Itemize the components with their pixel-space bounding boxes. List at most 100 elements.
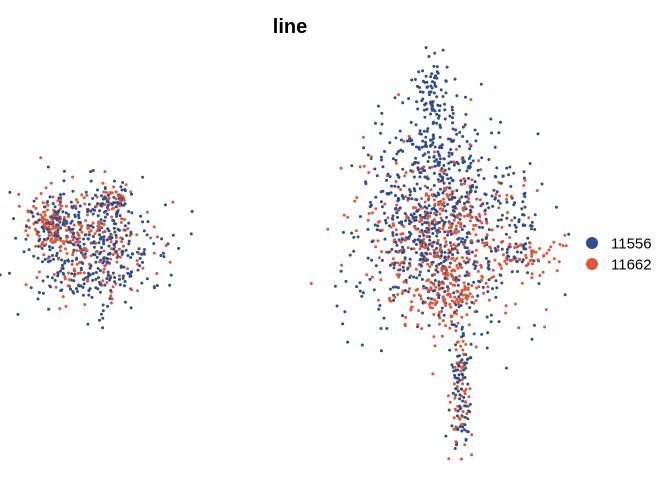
scatter-point-series-2 [393,295,397,299]
scatter-point-series-1 [473,180,477,184]
scatter-point-series-1 [37,239,41,243]
scatter-point-series-1 [423,152,427,156]
scatter-point-series-1 [78,228,82,232]
scatter-point-series-1 [418,234,422,238]
scatter-point-series-1 [88,287,92,291]
scatter-point-series-2 [52,214,56,218]
scatter-point-series-1 [394,158,398,162]
scatter-point-series-2 [424,193,428,197]
scatter-point-series-2 [367,171,371,175]
scatter-point-series-1 [487,278,491,282]
scatter-point-series-2 [110,297,114,301]
scatter-point-series-2 [72,223,76,227]
scatter-point-series-1 [454,387,458,391]
scatter-point-series-1 [366,227,370,231]
scatter-point-series-1 [400,220,403,224]
scatter-point-series-2 [430,165,434,169]
scatter-point-series-1 [36,212,40,216]
scatter-point-series-1 [60,258,64,262]
scatter-point-series-1 [412,162,416,166]
scatter-point-series-1 [442,157,446,161]
scatter-point-series-2 [459,344,463,348]
scatter-point-series-2 [102,190,106,194]
scatter-point-series-1 [420,277,424,281]
scatter-point-series-1 [123,224,127,228]
scatter-point-series-2 [126,227,130,231]
scatter-point-series-1 [398,206,402,210]
scatter-point-series-1 [96,214,100,218]
scatter-point-series-2 [478,215,482,219]
scatter-point-series-1 [142,252,146,256]
scatter-point-series-1 [53,278,57,282]
scatter-point-series-1 [499,218,503,222]
scatter-point-series-2 [440,266,444,270]
scatter-point-series-2 [83,202,87,206]
scatter-point-series-1 [473,128,477,132]
scatter-point-series-1 [370,258,374,262]
scatter-point-series-1 [435,121,438,125]
scatter-point-series-1 [456,283,460,287]
scatter-point-series-1 [407,290,410,294]
scatter-point-series-1 [464,95,467,99]
scatter-point-series-1 [449,232,453,236]
scatter-point-series-1 [98,290,102,294]
scatter-point-series-2 [362,164,366,168]
scatter-point-series-1 [458,200,462,204]
scatter-point-series-2 [460,183,464,186]
scatter-point-series-2 [168,260,172,264]
scatter-point-series-1 [457,144,461,148]
scatter-point-series-1 [484,256,488,260]
scatter-point-series-2 [432,248,436,252]
scatter-point-series-2 [34,196,38,200]
scatter-point-series-1 [424,46,428,50]
scatter-point-series-1 [419,132,423,136]
scatter-point-series-1 [422,233,426,237]
scatter-point-series-2 [374,207,378,211]
scatter-point-series-2 [40,242,44,246]
scatter-point-series-1 [381,165,385,169]
scatter-point-series-1 [59,193,62,197]
scatter-point-series-1 [421,69,425,73]
scatter-point-series-1 [120,249,124,253]
scatter-point-series-1 [82,237,85,241]
scatter-point-series-2 [440,269,444,272]
scatter-point-series-2 [474,248,478,252]
scatter-point-series-2 [130,288,134,292]
scatter-point-series-1 [463,428,466,432]
scatter-point-series-1 [32,254,36,258]
scatter-point-series-2 [455,297,459,301]
scatter-point-series-1 [449,176,453,180]
scatter-point-series-1 [489,313,493,317]
scatter-point-series-2 [471,227,475,231]
scatter-point-series-2 [470,178,474,182]
scatter-point-series-1 [102,238,106,242]
scatter-point-series-2 [39,192,43,195]
scatter-point-series-2 [458,417,462,421]
scatter-point-series-2 [136,262,140,266]
scatter-point-series-2 [443,186,446,190]
scatter-point-series-1 [427,324,431,327]
scatter-point-series-1 [36,297,40,301]
scatter-point-series-2 [46,208,49,212]
scatter-point-series-2 [487,298,491,302]
scatter-point-series-1 [402,250,406,254]
scatter-point-series-1 [529,224,532,228]
scatter-point-series-1 [486,290,490,294]
scatter-point-series-1 [521,258,525,262]
scatter-point-series-1 [458,393,462,397]
scatter-point-series-2 [59,239,63,242]
scatter-point-series-1 [119,185,123,189]
scatter-point-series-1 [448,198,451,201]
scatter-point-series-1 [383,150,386,153]
scatter-point-series-2 [56,257,60,261]
scatter-point-series-1 [431,232,435,235]
scatter-point-series-2 [488,245,492,249]
scatter-point-series-1 [81,262,85,265]
scatter-point-series-1 [71,242,75,246]
scatter-point-series-2 [453,283,457,287]
scatter-point-series-2 [454,408,458,412]
scatter-point-series-1 [129,306,133,310]
scatter-point-series-1 [451,253,454,257]
scatter-point-series-1 [416,238,420,242]
scatter-point-series-2 [85,193,89,197]
